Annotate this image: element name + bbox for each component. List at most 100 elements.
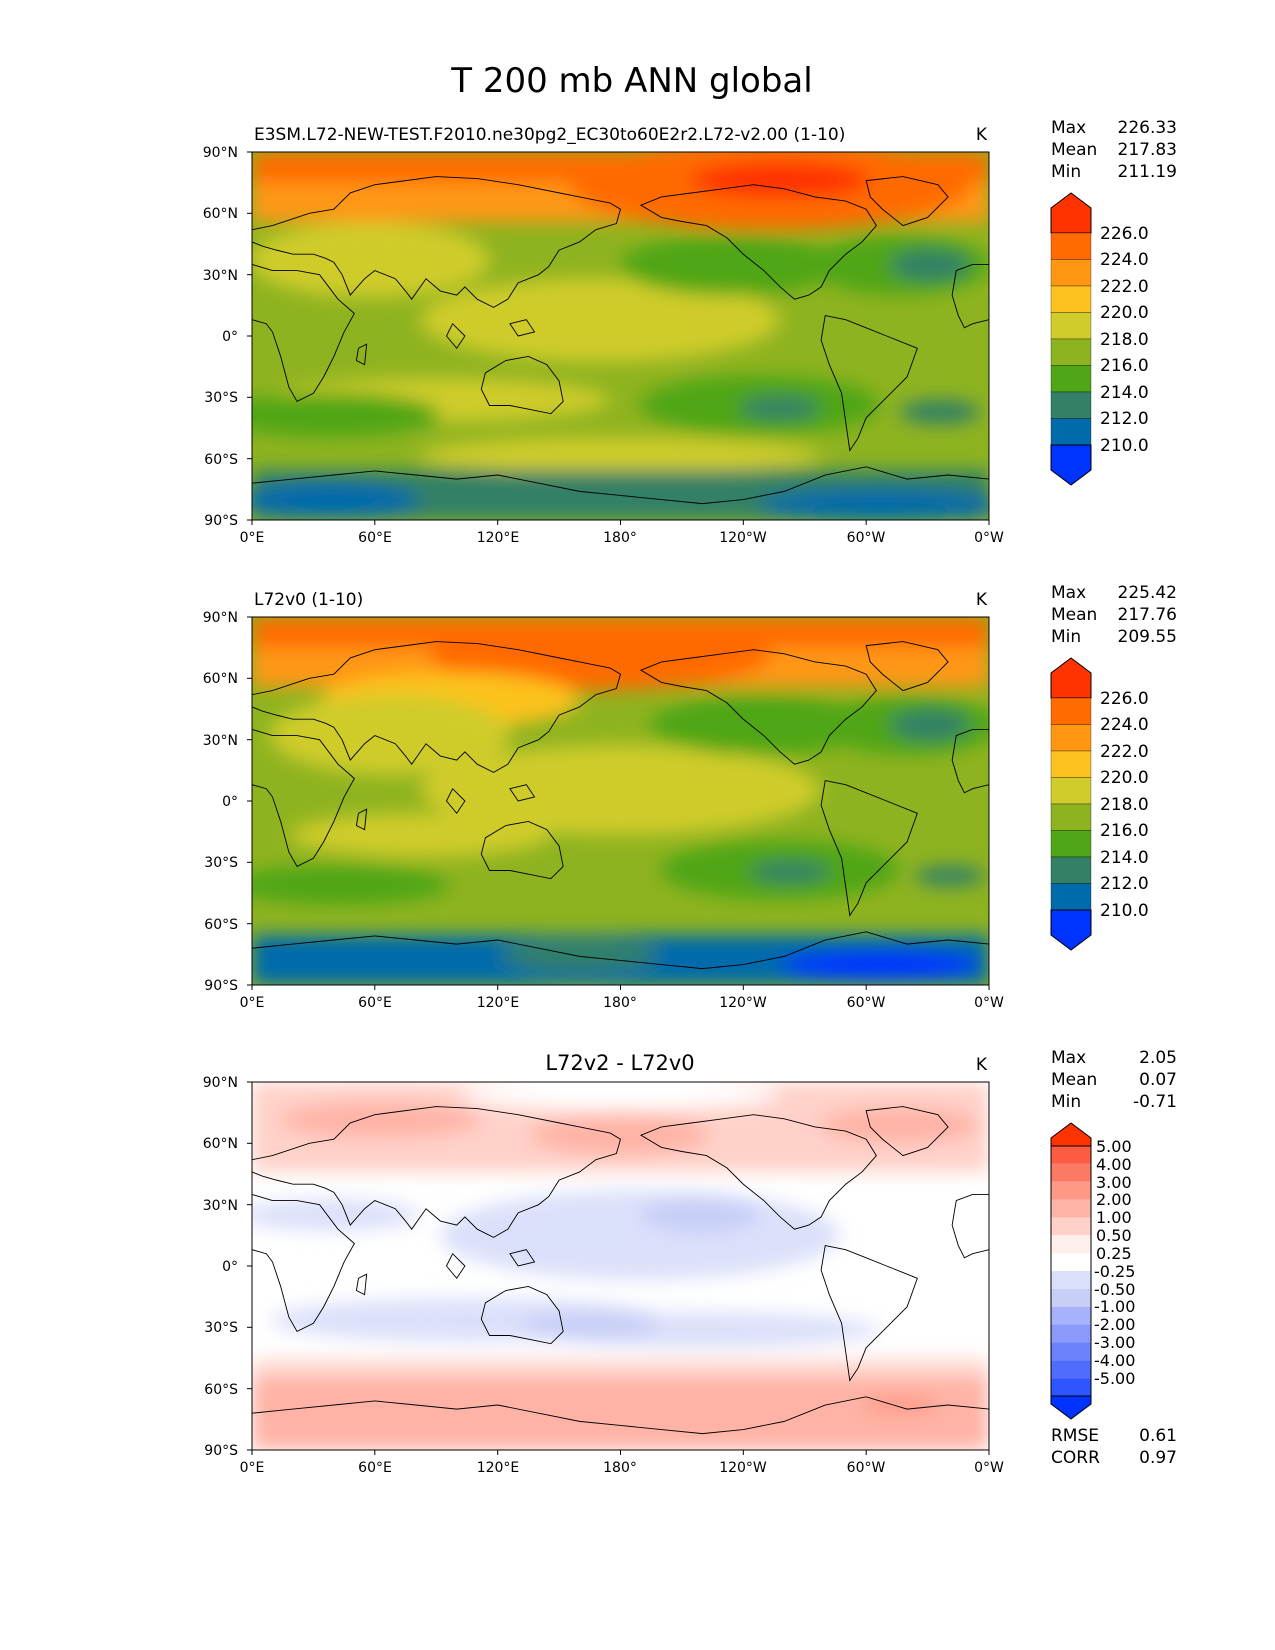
panel-1-min-value: 211.19 xyxy=(1118,162,1177,182)
colorbar-label: -2.00 xyxy=(1094,1315,1135,1334)
panel-3-stats: Max 2.05 Mean 0.07 Min -0.71 xyxy=(1051,1048,1177,1112)
panel-3-min-value: -0.71 xyxy=(1133,1092,1177,1112)
colorbar-swatch xyxy=(1050,750,1092,778)
panel-3-y-axis: 90°N 60°N 30°N 0° 30°S 60°S 90°S xyxy=(203,1075,252,1459)
colorbar-label: 218.0 xyxy=(1100,330,1149,350)
colorbar-swatch xyxy=(1051,1288,1091,1307)
rmse-label: RMSE xyxy=(1051,1426,1099,1446)
panel-1-lat-tick: 30°N xyxy=(203,268,238,284)
panel-2-x-axis: 0°E 60°E 120°E 180° 120°W 60°W 0°W xyxy=(240,985,1004,1011)
panel-3-title: L72v2 - L72v0 xyxy=(545,1051,694,1075)
panel-1-mean-value: 217.83 xyxy=(1118,140,1177,160)
panel-1-max-value: 226.33 xyxy=(1118,118,1177,138)
colorbar-label: 222.0 xyxy=(1100,742,1149,762)
colorbar-label: 220.0 xyxy=(1100,303,1149,323)
panel-2-y-axis: 90°N 60°N 30°N 0° 30°S 60°S 90°S xyxy=(203,610,252,994)
panel-2-mean-label: Mean xyxy=(1051,605,1097,625)
panel-3-min-label: Min xyxy=(1051,1092,1081,1112)
panel-3-lat-tick: 90°S xyxy=(204,1443,238,1459)
panel-2-lon-tick: 120°E xyxy=(477,995,520,1011)
colorbar-label: 224.0 xyxy=(1100,715,1149,735)
colorbar-swatch xyxy=(1050,391,1092,419)
panel-2-title: L72v0 (1-10) xyxy=(254,590,363,610)
panel-3-max-value: 2.05 xyxy=(1139,1048,1177,1068)
colorbar-swatch xyxy=(1050,232,1092,260)
colorbar-label: 210.0 xyxy=(1100,436,1149,456)
colorbar-swatch xyxy=(1051,1163,1091,1182)
panel-1-units: K xyxy=(976,125,988,145)
panel-1-title: E3SM.L72-NEW-TEST.F2010.ne30pg2_EC30to60… xyxy=(254,125,845,145)
corr-value: 0.97 xyxy=(1139,1448,1177,1468)
panel-1-lat-tick: 0° xyxy=(222,329,238,345)
panel-3-lat-tick: 90°N xyxy=(203,1075,238,1091)
colorbar-swatch xyxy=(1051,1199,1091,1218)
colorbar-label: 4.00 xyxy=(1096,1155,1132,1174)
panel-1-map xyxy=(252,152,989,520)
colorbar-swatch xyxy=(1051,1271,1091,1289)
colorbar-label: 2.00 xyxy=(1096,1190,1132,1209)
panel-3-colorbar: 5.00 4.00 3.00 2.00 1.00 0.50 0.25 -0.25… xyxy=(1050,1122,1135,1420)
panel-3-lat-tick: 60°N xyxy=(203,1136,238,1152)
colorbar-label: 1.00 xyxy=(1096,1208,1132,1227)
colorbar-label: -3.00 xyxy=(1094,1333,1135,1352)
panel-1-stats: Max 226.33 Mean 217.83 Min 211.19 xyxy=(1051,118,1177,182)
colorbar-swatch xyxy=(1051,1306,1091,1325)
panel-1: E3SM.L72-NEW-TEST.F2010.ne30pg2_EC30to60… xyxy=(203,118,1177,546)
panel-2-lat-tick: 90°S xyxy=(204,978,238,994)
panel-3-lat-tick: 0° xyxy=(222,1259,238,1275)
panel-2-colorbar: 226.0 224.0 222.0 220.0 218.0 216.0 214.… xyxy=(1050,657,1149,951)
panel-1-lon-tick: 180° xyxy=(603,530,637,546)
panel-2-lat-tick: 30°N xyxy=(203,733,238,749)
colorbar-label: 5.00 xyxy=(1096,1137,1132,1156)
panel-2-lon-tick: 60°E xyxy=(358,995,392,1011)
panel-2-max-label: Max xyxy=(1051,583,1086,603)
panel-3-mean-value: 0.07 xyxy=(1139,1070,1177,1090)
colorbar-label: 220.0 xyxy=(1100,768,1149,788)
colorbar-label: 212.0 xyxy=(1100,409,1149,429)
colorbar-label: 216.0 xyxy=(1100,821,1149,841)
panel-1-lon-tick: 60°E xyxy=(358,530,392,546)
panel-2-min-label: Min xyxy=(1051,627,1081,647)
panel-3-units: K xyxy=(976,1055,988,1075)
panel-1-mean-label: Mean xyxy=(1051,140,1097,160)
panel-1-field xyxy=(252,152,989,520)
colorbar-label: -1.00 xyxy=(1094,1297,1135,1316)
colorbar-swatch xyxy=(1050,830,1092,858)
colorbar-swatch xyxy=(1050,697,1092,725)
panel-1-lat-tick: 60°S xyxy=(204,452,238,468)
panel-1-lat-tick: 60°N xyxy=(203,206,238,222)
panel-2-lon-tick: 0°W xyxy=(974,995,1004,1011)
panel-1-min-label: Min xyxy=(1051,162,1081,182)
panel-3-lon-tick: 0°E xyxy=(240,1460,265,1476)
colorbar-label: 226.0 xyxy=(1100,224,1149,244)
panel-2-lat-tick: 90°N xyxy=(203,610,238,626)
colorbar-label: 0.25 xyxy=(1096,1244,1132,1263)
panel-2-lat-tick: 60°N xyxy=(203,671,238,687)
panel-2-units: K xyxy=(976,590,988,610)
corr-label: CORR xyxy=(1051,1448,1100,1468)
colorbar-swatch xyxy=(1051,1217,1091,1236)
colorbar-swatch xyxy=(1051,1324,1091,1343)
panel-2-field xyxy=(252,617,989,985)
panel-3-max-label: Max xyxy=(1051,1048,1086,1068)
panel-1-lat-tick: 90°N xyxy=(203,145,238,161)
panel-2-lon-tick: 120°W xyxy=(719,995,767,1011)
colorbar-label: 218.0 xyxy=(1100,795,1149,815)
panel-3-x-axis: 0°E 60°E 120°E 180° 120°W 60°W 0°W xyxy=(240,1450,1004,1476)
panel-1-colorbar: 226.0 224.0 222.0 220.0 218.0 216.0 214.… xyxy=(1050,192,1149,486)
panel-3-field xyxy=(252,1082,989,1450)
panel-3-mean-label: Mean xyxy=(1051,1070,1097,1090)
colorbar-label: 226.0 xyxy=(1100,689,1149,709)
panel-3-map xyxy=(252,1082,989,1450)
panel-1-lon-tick: 0°E xyxy=(240,530,265,546)
colorbar-swatch xyxy=(1050,312,1092,340)
colorbar-swatch xyxy=(1051,1378,1091,1396)
colorbar-extend-top xyxy=(1050,192,1092,234)
colorbar-swatch xyxy=(1050,338,1092,366)
panel-3-lon-tick: 120°W xyxy=(719,1460,767,1476)
colorbar-label: 210.0 xyxy=(1100,901,1149,921)
panel-1-lon-tick: 60°W xyxy=(847,530,886,546)
colorbar-swatch xyxy=(1051,1253,1091,1271)
colorbar-swatch xyxy=(1050,777,1092,805)
